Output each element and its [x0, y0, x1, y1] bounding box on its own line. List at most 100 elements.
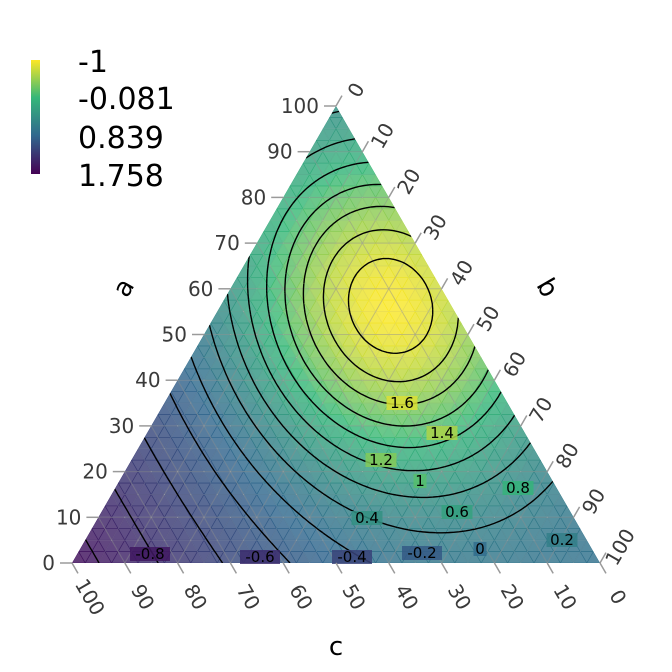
grid-line-b — [414, 402, 508, 563]
contour-line — [266, 161, 502, 449]
tick-mark-c — [388, 562, 396, 574]
heat-cell — [579, 539, 594, 552]
grid-line-b — [229, 242, 416, 563]
tick-mark-c — [176, 562, 185, 574]
tick-mark-b — [546, 460, 554, 472]
tick-mark-b — [572, 506, 581, 518]
tick-mark-b — [414, 232, 422, 244]
grid-line-b — [388, 379, 495, 563]
tick-label-c: 100 — [70, 574, 110, 619]
contour-label-bg — [351, 511, 383, 525]
contour-label: -0.2 — [407, 544, 436, 562]
tick-label-b: 10 — [366, 119, 400, 153]
legend-label-0: -1 — [78, 45, 108, 80]
tick-mark-c — [546, 562, 554, 574]
tick-label-a: 40 — [135, 368, 160, 392]
tick-label-a: 20 — [82, 460, 107, 484]
grid-line-b — [309, 311, 456, 563]
grid-line-c — [137, 448, 205, 563]
tick-mark-c — [282, 562, 290, 574]
contour-line — [84, 539, 100, 563]
tick-mark-c — [71, 562, 79, 574]
tick-label-c: 10 — [548, 580, 582, 614]
tick-label-b: 0 — [342, 78, 369, 101]
contour-label-bg — [332, 550, 372, 564]
contour-label: -0.4 — [337, 548, 366, 566]
tick-mark-b — [335, 95, 343, 107]
grid-line-c — [190, 357, 310, 563]
tick-label-c: 50 — [337, 580, 371, 614]
tick-label-c: 40 — [390, 580, 424, 614]
tick-label-a: 60 — [188, 277, 213, 301]
contour-label: 1.2 — [369, 451, 393, 469]
tick-mark-b — [388, 186, 396, 198]
grid-line-b — [493, 471, 548, 563]
axis-title-c: c — [329, 632, 343, 662]
tick-label-a: 30 — [109, 414, 134, 438]
tick-mark-b — [493, 369, 502, 381]
contour-label-bg — [546, 533, 578, 547]
contour-lines — [84, 110, 554, 563]
tick-label-a: 10 — [56, 505, 81, 529]
tick-label-b: 90 — [577, 484, 611, 518]
contour-label-bg — [413, 474, 427, 488]
grid-line-c — [243, 265, 416, 563]
contour-label: 1.6 — [390, 394, 414, 412]
contour-line — [302, 205, 476, 406]
contour-label: -0.6 — [245, 548, 274, 566]
tick-label-b: 100 — [600, 524, 640, 569]
contour-line — [284, 183, 489, 427]
tick-mark-c — [229, 562, 238, 574]
contour-label: 0.6 — [445, 503, 469, 521]
contour-label: 1 — [415, 472, 425, 490]
contour-label-bg — [502, 481, 534, 495]
heat-cell — [546, 482, 561, 495]
contour-label: 0 — [475, 540, 485, 558]
tick-label-c: 20 — [496, 580, 530, 614]
heat-cell — [441, 299, 456, 312]
contour-line — [143, 437, 224, 563]
tick-label-a: 50 — [162, 323, 187, 347]
axis-title-b: b — [530, 273, 564, 302]
contour-label-bg — [473, 542, 487, 556]
tick-label-a: 100 — [281, 94, 319, 118]
heat-cell — [414, 253, 429, 267]
tick-mark-b — [361, 140, 370, 153]
tick-mark-c — [493, 562, 502, 574]
contour-label-bg — [130, 547, 170, 561]
legend-label-3: 1.758 — [78, 159, 164, 194]
grid-line-b — [441, 425, 522, 563]
tick-label-c: 0 — [604, 585, 631, 608]
grid-line-c — [164, 402, 258, 563]
heat-cell — [526, 448, 542, 461]
contour-line — [322, 229, 459, 383]
grid-line-b — [124, 151, 363, 563]
tick-label-b: 70 — [524, 393, 558, 427]
tick-label-c: 70 — [232, 580, 266, 614]
tick-mark-c — [124, 562, 132, 574]
tick-label-a: 80 — [241, 185, 266, 209]
tick-label-c: 60 — [284, 580, 318, 614]
heat-cell — [394, 219, 410, 232]
tick-label-b: 30 — [418, 210, 452, 244]
contour-line — [169, 392, 291, 563]
contour-label-bg — [441, 505, 473, 519]
tick-label-a: 0 — [42, 551, 55, 575]
tick-label-c: 30 — [443, 580, 477, 614]
grid-line-b — [573, 539, 588, 563]
legend-label-1: -0.081 — [78, 82, 175, 117]
contour-label-bg — [402, 546, 442, 560]
tick-mark-c — [440, 562, 449, 574]
contour-labels: -0.8 -0.6 -0.4 -0.2 0 0.2 0.4 0.6 0.8 1 1.2 1.4 1.6 — [130, 394, 578, 566]
tick-mark-b — [467, 323, 475, 335]
contour-label-bg — [240, 550, 280, 564]
tick-label-b: 60 — [498, 347, 532, 381]
tick-label-c: 80 — [179, 580, 213, 614]
grid-line-c — [177, 379, 284, 563]
contour-label: 0.4 — [355, 509, 379, 527]
grid-line-c — [296, 174, 522, 563]
tick-mark-b — [599, 552, 607, 564]
grid-line-c — [97, 517, 126, 563]
legend: -1 -0.081 0.839 1.758 — [31, 45, 175, 194]
